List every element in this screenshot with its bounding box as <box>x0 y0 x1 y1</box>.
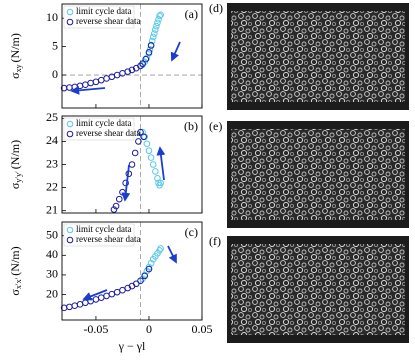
marker <box>152 26 159 33</box>
y-label-sub: y′y′ <box>14 171 23 183</box>
marker <box>60 84 68 92</box>
marker <box>149 161 157 168</box>
legend-marker <box>66 130 74 138</box>
marker <box>142 55 150 63</box>
legend-box <box>63 223 135 247</box>
marker <box>154 19 161 27</box>
y-tick-label: 25 <box>46 110 58 124</box>
marker <box>132 64 140 72</box>
marker <box>60 304 68 312</box>
y-tick-label: 30 <box>46 267 58 281</box>
y-tick-label: 24 <box>46 133 58 147</box>
marker <box>152 168 159 175</box>
marker <box>146 46 154 53</box>
y-tick-label: 22 <box>46 179 58 193</box>
y-label-sub: xy <box>14 64 23 72</box>
y-label-symbol: σ <box>8 182 22 189</box>
y-label-symbol: σ <box>8 289 22 296</box>
marker <box>154 175 161 182</box>
arrow <box>167 245 177 264</box>
axes-frame <box>61 115 203 214</box>
y-tick-label: 0 <box>52 67 58 81</box>
legend-marker <box>66 226 74 234</box>
marker <box>145 49 153 56</box>
panel-label: (a) <box>185 7 198 21</box>
y-label-symbol: σ <box>8 72 22 79</box>
image-label: (d) <box>209 1 223 15</box>
y-tick-label: 21 <box>46 202 58 216</box>
marker <box>137 128 144 136</box>
marker <box>135 138 142 145</box>
legend-marker <box>66 120 74 128</box>
marker <box>157 179 164 187</box>
y-label-unit: (N/m) <box>8 246 22 275</box>
panel-label: (b) <box>184 119 198 133</box>
y-label-unit: (N/m) <box>8 33 22 62</box>
marker <box>141 272 149 280</box>
y-tick-label: 20 <box>46 286 58 300</box>
marker <box>122 179 129 187</box>
legend-label: reverse shear data <box>76 234 140 244</box>
granular-image <box>231 244 405 335</box>
marker <box>148 37 156 45</box>
legend-label: limit cycle data <box>76 118 131 128</box>
marker <box>128 66 136 74</box>
marker <box>110 206 118 213</box>
legend-box <box>63 117 135 141</box>
y-axis-label: σx′x′ (N/m) <box>8 246 23 295</box>
panel-label: (c) <box>185 225 198 239</box>
arrow <box>70 85 106 95</box>
marker <box>149 33 157 41</box>
arrow <box>170 41 181 62</box>
image-label: (f) <box>209 234 221 248</box>
image-label: (e) <box>209 119 222 133</box>
x-axis-label: γ − γl <box>118 339 146 353</box>
marker <box>128 161 136 168</box>
y-tick-label: 5 <box>52 38 58 52</box>
legend-box <box>63 5 135 29</box>
y-axis-label: σxy (N/m) <box>8 33 23 79</box>
axes-frame <box>61 221 203 321</box>
marker <box>145 265 153 273</box>
legend-label: reverse shear data <box>76 16 140 26</box>
legend-marker <box>66 18 74 26</box>
marker <box>157 245 164 252</box>
axes-frame <box>61 3 203 109</box>
granular-image <box>231 11 405 102</box>
x-tick-label: 0.05 <box>192 322 213 336</box>
y-label-sub: x′x′ <box>14 277 23 289</box>
marker <box>147 42 155 49</box>
x-tick-label: 0 <box>146 322 152 336</box>
marker <box>156 12 163 20</box>
marker <box>153 22 160 30</box>
y-tick-label: 23 <box>46 156 58 170</box>
marker <box>157 11 164 19</box>
marker <box>150 30 158 37</box>
y-tick-label: 40 <box>46 247 58 261</box>
y-tick-label: 50 <box>46 227 58 241</box>
marker <box>143 140 151 148</box>
marker <box>147 154 155 161</box>
legend-label: reverse shear data <box>76 128 140 138</box>
arrows <box>70 41 181 301</box>
legend-marker <box>66 8 74 16</box>
legend-label: limit cycle data <box>76 6 131 16</box>
marker <box>145 147 153 154</box>
granular-image <box>231 129 405 220</box>
x-tick-label: -0.05 <box>83 322 108 336</box>
y-tick-label: 10 <box>46 10 58 24</box>
legend-marker <box>66 236 74 244</box>
arrow <box>121 164 131 202</box>
arrow <box>156 146 166 181</box>
y-label-unit: (N/m) <box>8 140 22 169</box>
legend-label: limit cycle data <box>76 224 131 234</box>
marker <box>124 284 132 292</box>
marker <box>131 149 139 157</box>
marker <box>112 202 120 210</box>
arrow <box>82 289 108 301</box>
marker <box>140 133 147 141</box>
y-axis-label: σy′y′ (N/m) <box>8 140 23 189</box>
